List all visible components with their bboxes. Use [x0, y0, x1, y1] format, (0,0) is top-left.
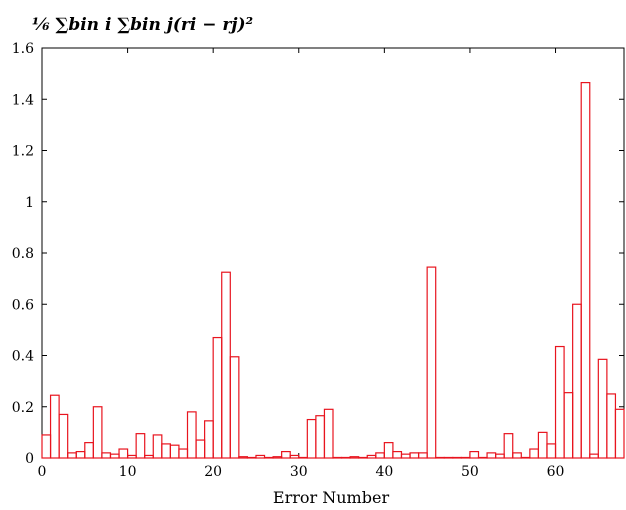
bar: [503, 433, 514, 459]
x-tick-label: 10: [119, 464, 137, 480]
bar: [554, 345, 565, 459]
bar: [255, 454, 266, 459]
x-tick-label: 50: [461, 464, 479, 480]
bar: [563, 392, 574, 459]
bar: [417, 452, 428, 459]
y-tick-label: 0.4: [12, 349, 34, 365]
bar: [306, 418, 317, 459]
x-axis-title: Error Number: [273, 488, 390, 507]
y-tick-label: 0.2: [12, 400, 34, 416]
bar: [238, 456, 249, 459]
x-tick-label: 40: [375, 464, 393, 480]
y-tick-label: 0.6: [12, 297, 34, 313]
bar: [169, 444, 180, 459]
bar: [144, 454, 154, 459]
x-tick-label: 30: [290, 464, 308, 480]
bar: [118, 448, 129, 459]
bar: [597, 358, 608, 459]
bar: [529, 448, 540, 459]
bar: [186, 411, 197, 459]
plot-frame: [41, 47, 625, 459]
x-tick-label: 60: [547, 464, 565, 480]
y-tick-label: 1: [25, 195, 34, 211]
bar: [298, 456, 308, 459]
y-axis: 0 0.2 0.4 0.6 0.8 1 1.2 1.4 1.6: [12, 41, 624, 467]
bar: [495, 453, 505, 459]
bar: [49, 394, 60, 459]
bar: [41, 434, 52, 459]
bar: [289, 454, 300, 459]
bar: [204, 420, 214, 459]
y-tick-label: 1.4: [12, 92, 34, 108]
bar: [512, 452, 522, 459]
y-tick-label: 0: [25, 451, 34, 467]
bar: [537, 431, 548, 459]
bar: [349, 456, 360, 459]
bar: [101, 452, 112, 459]
chart-title: ⅙ ∑bin i ∑bin j(ri − rj)²: [32, 15, 253, 35]
x-tick-label: 20: [204, 464, 222, 480]
bar: [460, 456, 471, 459]
bar: [263, 456, 274, 459]
bars: [41, 81, 625, 459]
bar: [375, 452, 385, 459]
bar: [589, 453, 599, 459]
bar: [58, 413, 69, 459]
bar: [383, 442, 394, 459]
bar: [426, 266, 437, 459]
bar: [606, 393, 617, 459]
bar: [358, 456, 368, 459]
y-tick-label: 1.6: [12, 41, 34, 57]
bar: [435, 456, 445, 459]
bar: [272, 456, 283, 459]
bar: [126, 454, 137, 459]
bar: [75, 450, 86, 459]
bar: [443, 456, 454, 459]
bar: [340, 456, 351, 459]
bar: [409, 452, 420, 459]
bar: [135, 433, 146, 459]
bar: [84, 442, 94, 459]
bar: [486, 452, 497, 459]
bar: [229, 356, 240, 459]
bar: [221, 271, 231, 459]
bar: [477, 456, 488, 459]
bar: [546, 443, 557, 459]
bar: [281, 450, 291, 459]
bar: [109, 453, 120, 459]
bar: [366, 454, 377, 459]
y-tick-label: 0.8: [12, 246, 34, 262]
bar: [520, 456, 531, 459]
bar: [452, 456, 462, 459]
bar: [67, 452, 77, 459]
bar: [332, 456, 343, 459]
bar: [323, 408, 334, 459]
bar: [400, 453, 411, 459]
y-tick-label: 1.2: [12, 144, 34, 160]
bar: [469, 450, 480, 459]
bar: [580, 81, 591, 459]
x-axis: 0 10 20 30 40 50 60: [38, 48, 565, 480]
bar: [178, 448, 189, 459]
bar: [614, 408, 625, 459]
plot-border: [41, 47, 625, 459]
bar: [195, 439, 206, 459]
bar: [212, 336, 223, 459]
bar: [392, 450, 403, 459]
x-tick-label: 0: [38, 464, 47, 480]
bar: [161, 443, 171, 459]
bar: [572, 303, 582, 459]
bar: [246, 456, 257, 459]
bar: [152, 434, 163, 459]
bar: [92, 406, 103, 459]
bar: [315, 415, 326, 459]
